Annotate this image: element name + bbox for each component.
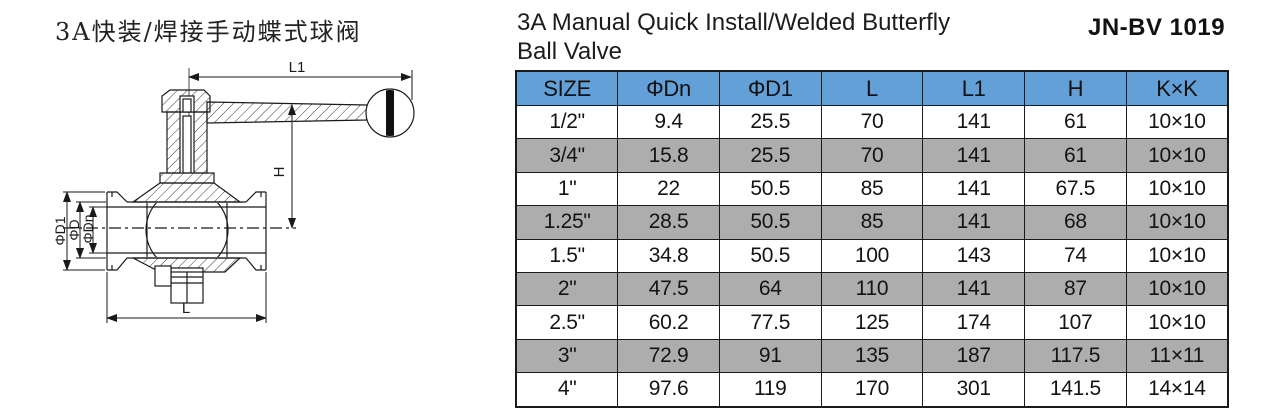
- table-cell: 28.5: [617, 205, 720, 240]
- column-header-6: K×K: [1125, 70, 1229, 106]
- table-cell: 67.5: [1024, 171, 1127, 207]
- table-cell: 141: [922, 104, 1026, 140]
- table-cell: 1/2": [515, 104, 619, 140]
- table-cell: 117.5: [1024, 338, 1127, 374]
- table-cell: 2.5": [515, 305, 619, 340]
- table-cell: 50.5: [718, 171, 822, 207]
- table-cell: 34.8: [617, 238, 720, 273]
- dimension-lines: [63, 70, 413, 323]
- page-title-english-line2: Ball Valve: [517, 38, 622, 65]
- table-row: 3/4" 15.8 25.5 70 141 61 10×10: [515, 138, 1229, 173]
- table-cell: 87: [1024, 271, 1127, 307]
- table-cell: 15.8: [617, 138, 720, 173]
- valve-cross-section: [63, 68, 415, 304]
- table-cell: 91: [718, 338, 822, 374]
- table-cell: 77.5: [718, 305, 822, 340]
- table-cell: 10×10: [1125, 271, 1229, 307]
- table-cell: 50.5: [718, 205, 822, 240]
- table-cell: 110: [820, 271, 924, 307]
- table-cell: 10×10: [1125, 238, 1229, 273]
- table-cell: 1.5": [515, 238, 619, 273]
- table-row: 2" 47.5 64 110 141 87 10×10: [515, 271, 1229, 307]
- dim-label-l1: L1: [289, 59, 306, 76]
- table-row: 1.25" 28.5 50.5 85 141 68 10×10: [515, 205, 1229, 240]
- page-title-english: 3A Manual Quick Install/Welded Butterfly…: [517, 8, 1077, 66]
- page-title-english-line1: 3A Manual Quick Install/Welded Butterfly: [517, 9, 951, 36]
- table-row: 1" 22 50.5 85 141 67.5 10×10: [515, 171, 1229, 207]
- table-row: 1.5" 34.8 50.5 100 143 74 10×10: [515, 238, 1229, 273]
- table-cell: 61: [1024, 138, 1127, 173]
- table-cell: 170: [820, 372, 924, 408]
- table-cell: 70: [820, 138, 924, 173]
- table-cell: 10×10: [1125, 104, 1229, 140]
- table-cell: 187: [922, 338, 1026, 374]
- table-cell: 107: [1024, 305, 1127, 340]
- table-cell: 301: [922, 372, 1026, 408]
- table-cell: 97.6: [617, 372, 720, 408]
- column-header-0: SIZE: [515, 70, 619, 106]
- table-row: 1/2" 9.4 25.5 70 141 61 10×10: [515, 104, 1229, 140]
- table-row: 3" 72.9 91 135 187 117.5 11×11: [515, 338, 1229, 374]
- table-cell: 70: [820, 104, 924, 140]
- table-cell: 61: [1024, 104, 1127, 140]
- table-cell: 141: [922, 138, 1026, 173]
- table-cell: 60.2: [617, 305, 720, 340]
- table-cell: 3": [515, 338, 619, 374]
- table-cell: 174: [922, 305, 1026, 340]
- table-cell: 4": [515, 372, 619, 408]
- table-cell: 141.5: [1024, 372, 1127, 408]
- table-cell: 64: [718, 271, 822, 307]
- spec-table: SIZE ΦDn ΦD1 L L1 H K×K 1/2" 9.4 25.5 70 141 61 10×1…: [515, 70, 1229, 408]
- spec-table-header: SIZE ΦDn ΦD1 L L1 H K×K: [515, 70, 1229, 106]
- table-cell: 22: [617, 171, 720, 207]
- column-header-2: ΦD1: [718, 70, 822, 106]
- table-cell: 25.5: [718, 104, 822, 140]
- table-cell: 141: [922, 271, 1026, 307]
- table-cell: 100: [820, 238, 924, 273]
- table-cell: 85: [820, 171, 924, 207]
- header-row: SIZE ΦDn ΦD1 L L1 H K×K: [515, 70, 1229, 106]
- table-cell: 50.5: [718, 238, 822, 273]
- table-cell: 72.9: [617, 338, 720, 374]
- column-header-4: L1: [922, 70, 1026, 106]
- table-cell: 25.5: [718, 138, 822, 173]
- column-header-3: L: [820, 70, 924, 106]
- dim-label-h: H: [271, 167, 288, 178]
- table-cell: 10×10: [1125, 305, 1229, 340]
- page-title-chinese: 3A快装/焊接手动蝶式球阀: [55, 18, 362, 46]
- spec-table-body: 1/2" 9.4 25.5 70 141 61 10×10 3/4" 15.8 25.5 70 141…: [515, 104, 1229, 408]
- table-cell: 10×10: [1125, 205, 1229, 240]
- table-cell: 68: [1024, 205, 1127, 240]
- table-cell: 143: [922, 238, 1026, 273]
- table-cell: 135: [820, 338, 924, 374]
- column-header-5: H: [1024, 70, 1127, 106]
- table-cell: 85: [820, 205, 924, 240]
- table-cell: 9.4: [617, 104, 720, 140]
- table-cell: 74: [1024, 238, 1127, 273]
- table-cell: 141: [922, 205, 1026, 240]
- table-row: 2.5" 60.2 77.5 125 174 107 10×10: [515, 305, 1229, 340]
- table-cell: 14×14: [1125, 372, 1229, 408]
- dim-label-l: L: [182, 300, 190, 317]
- table-cell: 119: [718, 372, 822, 408]
- table-cell: 3/4": [515, 138, 619, 173]
- dim-label-dn: ΦDn: [80, 214, 96, 243]
- model-code: JN-BV 1019: [1088, 14, 1226, 41]
- dim-label-d: ΦD: [66, 219, 82, 240]
- table-cell: 141: [922, 171, 1026, 207]
- table-cell: 10×10: [1125, 171, 1229, 207]
- column-header-1: ΦDn: [617, 70, 720, 106]
- table-cell: 10×10: [1125, 138, 1229, 173]
- table-cell: 1.25": [515, 205, 619, 240]
- dim-label-d1: ΦD1: [52, 216, 68, 245]
- table-cell: 125: [820, 305, 924, 340]
- table-cell: 11×11: [1125, 338, 1229, 374]
- table-cell: 47.5: [617, 271, 720, 307]
- table-row: 4" 97.6 119 170 301 141.5 14×14: [515, 372, 1229, 408]
- table-cell: 2": [515, 271, 619, 307]
- table-cell: 1": [515, 171, 619, 207]
- valve-technical-drawing: L1 H L ΦD1 ΦD ΦDn: [52, 59, 415, 323]
